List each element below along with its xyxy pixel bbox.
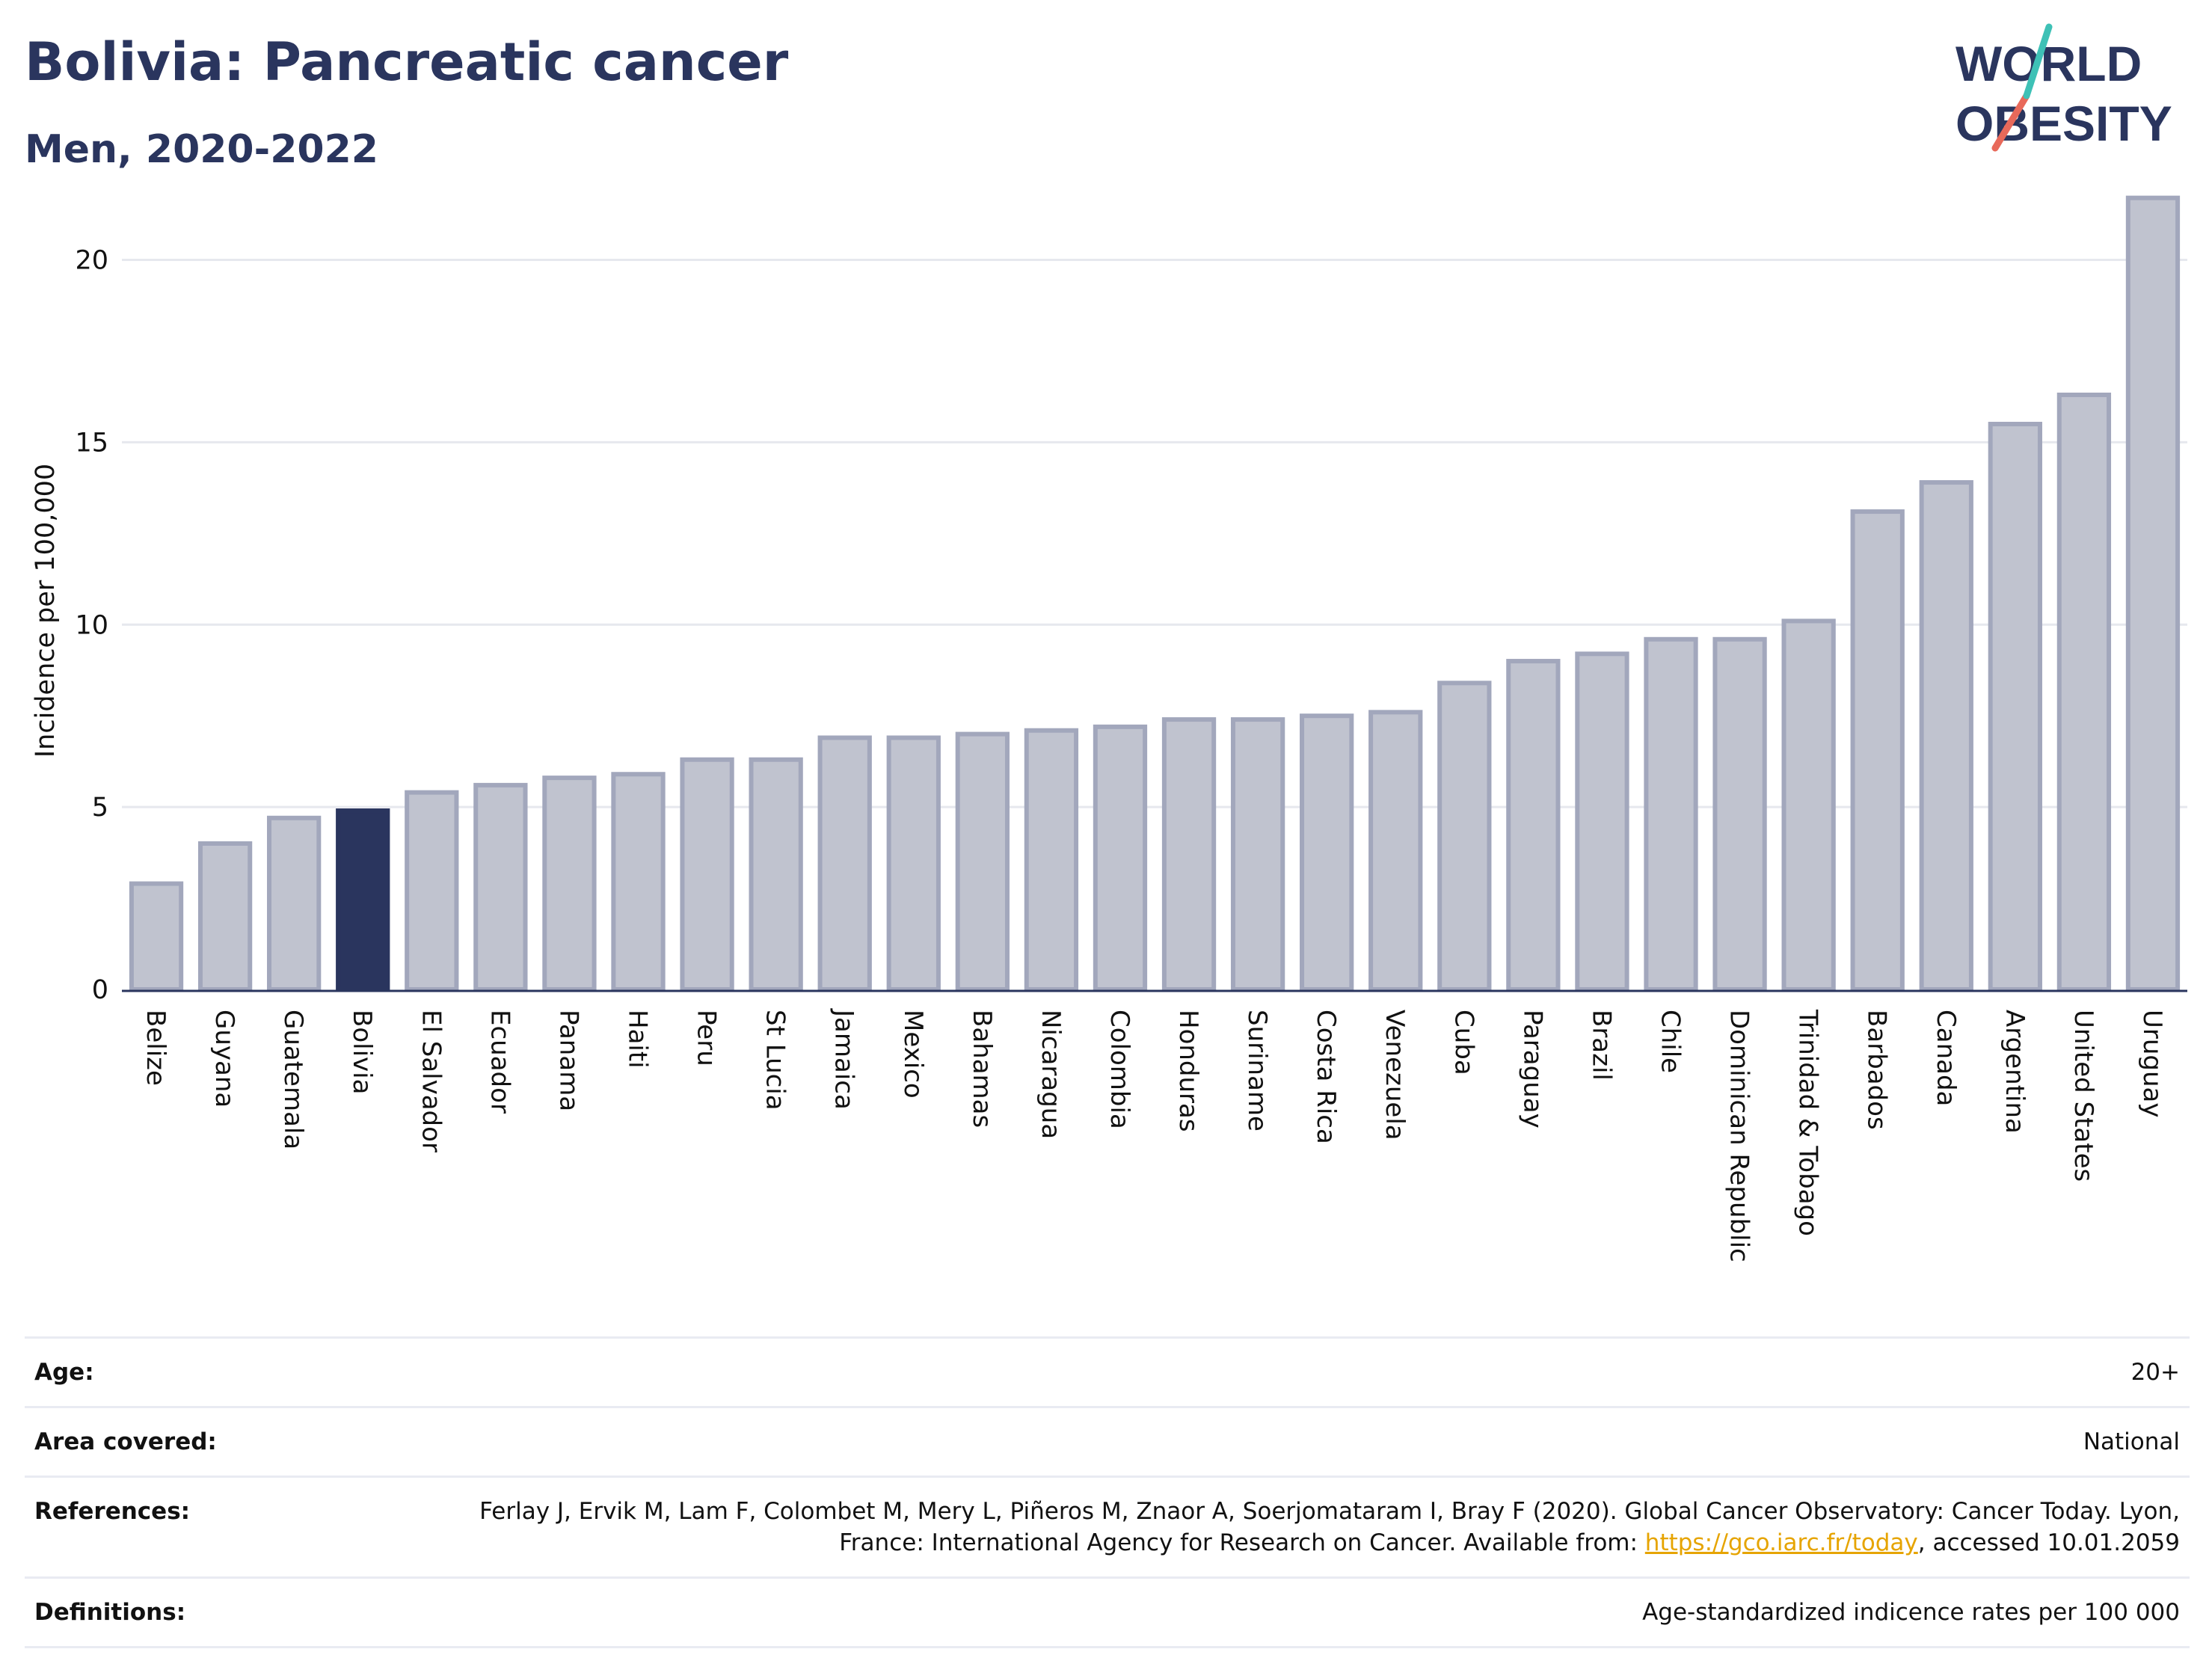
y-tick-label: 5: [92, 793, 108, 823]
gridlines: [122, 259, 2187, 808]
definitions-label: Definitions:: [34, 1599, 186, 1626]
bar-dominican-republic: [1712, 636, 1767, 992]
y-tick-label: 0: [92, 975, 108, 1005]
bar-cuba: [1437, 681, 1492, 992]
x-tick-label: Bahamas: [967, 1010, 997, 1128]
bar-united-states: [2056, 393, 2112, 992]
meta-row-references: References: Ferlay J, Ervik M, Lam F, Co…: [25, 1476, 2190, 1576]
bar-jamaica: [817, 735, 872, 992]
x-tick-label: Argentina: [2000, 1010, 2030, 1134]
age-label: Age:: [34, 1359, 94, 1386]
x-tick-label: Costa Rica: [1311, 1010, 1341, 1144]
logo-line1: WORLD: [1956, 36, 2142, 91]
x-tick-label: Honduras: [1173, 1010, 1203, 1132]
bar-haiti: [611, 772, 666, 992]
x-tick-label: Ecuador: [485, 1010, 514, 1114]
x-tick-label: Mexico: [898, 1010, 928, 1099]
bar-brazil: [1575, 651, 1629, 992]
x-tick-label: Brazil: [1586, 1010, 1616, 1081]
x-tick-label: Cuba: [1448, 1010, 1478, 1075]
bar-trinidad-tobago: [1781, 618, 1836, 992]
chart-subtitle: Men, 2020-2022: [25, 127, 378, 172]
area-value: National: [2083, 1428, 2180, 1455]
x-tick-label: Uruguay: [2137, 1010, 2167, 1118]
x-tick-label: Trinidad & Tobago: [1793, 1009, 1823, 1236]
meta-row-definitions: Definitions: Age-standardized indicence …: [25, 1576, 2190, 1648]
bar-bahamas: [955, 731, 1010, 992]
bar-panama: [542, 776, 597, 992]
bar-colombia: [1093, 724, 1148, 992]
bar-paraguay: [1506, 659, 1561, 992]
x-tick-label: Panama: [553, 1010, 583, 1111]
bar-costa-rica: [1300, 713, 1354, 992]
x-tick-label: Peru: [692, 1010, 722, 1066]
x-tick-label: Colombia: [1105, 1010, 1134, 1129]
bar-chart: 0 5 10 15 20 Belize Guyana Guatemala Bolivia El …: [31, 195, 2187, 1262]
bar-canada: [1919, 480, 1973, 992]
y-tick-label: 20: [75, 246, 108, 276]
bar-chile: [1644, 636, 1698, 992]
bar-st-lucia: [749, 757, 803, 992]
y-axis-label: Incidence per 100,000: [31, 464, 61, 758]
x-tick-label: Barbados: [1862, 1010, 1892, 1130]
x-tick-label: Venezuela: [1380, 1010, 1410, 1140]
bar-guatemala: [267, 815, 322, 992]
references-value: Ferlay J, Ervik M, Lam F, Colombet M, Me…: [460, 1496, 2180, 1559]
x-tick-label: Jamaica: [829, 1008, 859, 1110]
bar-nicaragua: [1024, 728, 1079, 992]
definitions-value: Age-standardized indicence rates per 100…: [1642, 1599, 2180, 1626]
x-tick-label: Chile: [1656, 1010, 1686, 1073]
bar-uruguay: [2125, 195, 2181, 992]
bar-peru: [680, 757, 734, 992]
bar-barbados: [1850, 509, 1905, 992]
references-accessed: , accessed 10.01.2059: [1917, 1529, 2180, 1556]
bar-bolivia: [336, 808, 390, 992]
chart-title: Bolivia: Pancreatic cancer: [25, 31, 789, 93]
references-label: References:: [34, 1498, 191, 1525]
bar-belize: [129, 881, 184, 992]
x-tick-label: Suriname: [1242, 1010, 1272, 1132]
y-axis-ticks: 0 5 10 15 20: [75, 246, 108, 1005]
x-tick-label: Belize: [141, 1010, 170, 1086]
logo-line2: OBESITY: [1956, 96, 2172, 151]
references-text: Ferlay J, Ervik M, Lam F, Colombet M, Me…: [479, 1498, 2180, 1556]
x-tick-label: Guyana: [209, 1010, 239, 1108]
meta-row-area: Area covered: National: [25, 1406, 2190, 1476]
x-tick-label: Canada: [1931, 1010, 1961, 1106]
x-tick-label: Guatemala: [278, 1010, 308, 1149]
x-tick-label: Haiti: [623, 1010, 653, 1069]
age-value: 20+: [2130, 1359, 2180, 1386]
x-tick-label: Paraguay: [1517, 1010, 1547, 1129]
bar-mexico: [886, 735, 941, 992]
meta-row-age: Age: 20+: [25, 1336, 2190, 1406]
bar-honduras: [1161, 717, 1217, 992]
metadata-table: Age: 20+ Area covered: National Referenc…: [25, 1336, 2190, 1648]
logo-red-slash: [1991, 92, 2030, 152]
bars: [129, 195, 2181, 992]
bar-venezuela: [1368, 710, 1423, 992]
x-tick-label: United States: [2068, 1010, 2098, 1182]
bar-el-salvador: [405, 790, 459, 992]
world-obesity-logo: WORLD OBESITY: [1956, 23, 2172, 152]
logo-teal-slash: [2023, 23, 2053, 99]
x-tick-label: Dominican Republic: [1724, 1010, 1754, 1262]
x-tick-label: El Salvador: [416, 1010, 446, 1152]
y-tick-label: 10: [75, 610, 108, 640]
x-tick-label: Nicaragua: [1036, 1010, 1066, 1139]
y-tick-label: 15: [75, 428, 108, 458]
x-axis-labels: Belize Guyana Guatemala Bolivia El Salvador E…: [141, 1008, 2167, 1262]
x-tick-label: Bolivia: [347, 1010, 377, 1094]
bar-argentina: [1988, 422, 2042, 992]
bar-guyana: [197, 841, 253, 992]
x-tick-label: St Lucia: [761, 1010, 790, 1111]
bar-ecuador: [473, 782, 528, 992]
bar-suriname: [1230, 717, 1285, 992]
area-label: Area covered:: [34, 1428, 217, 1455]
references-link[interactable]: https://gco.iarc.fr/today: [1644, 1529, 1918, 1556]
